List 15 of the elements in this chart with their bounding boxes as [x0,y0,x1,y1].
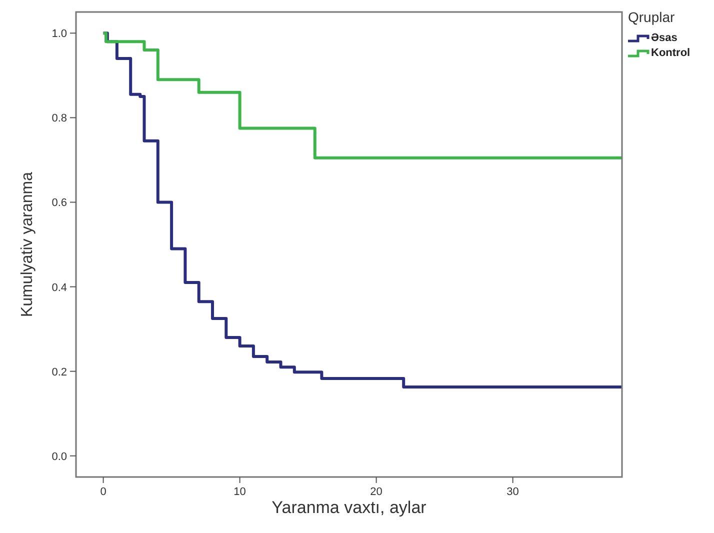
y-axis-title: Kumulyativ yaranma [19,172,36,317]
y-tick-label: 0.6 [52,197,67,210]
legend-title: Qruplar [628,9,676,25]
y-tick-label: 0.2 [52,366,67,378]
y-tick-label: 1.0 [52,28,67,40]
x-tick-label: 20 [370,486,382,498]
x-tick-label: 30 [506,486,519,498]
y-tick-label: 0.4 [52,282,67,294]
legend-label: Əsas [651,32,678,44]
x-axis-title: Yaranma vaxtı, aylar [272,498,427,517]
x-tick-label: 10 [234,486,246,498]
y-tick-label: 0.8 [52,112,67,125]
y-tick-label: 0.0 [52,450,67,463]
x-tick-label: 0 [100,486,106,498]
legend-label: Kontrol [651,47,690,59]
